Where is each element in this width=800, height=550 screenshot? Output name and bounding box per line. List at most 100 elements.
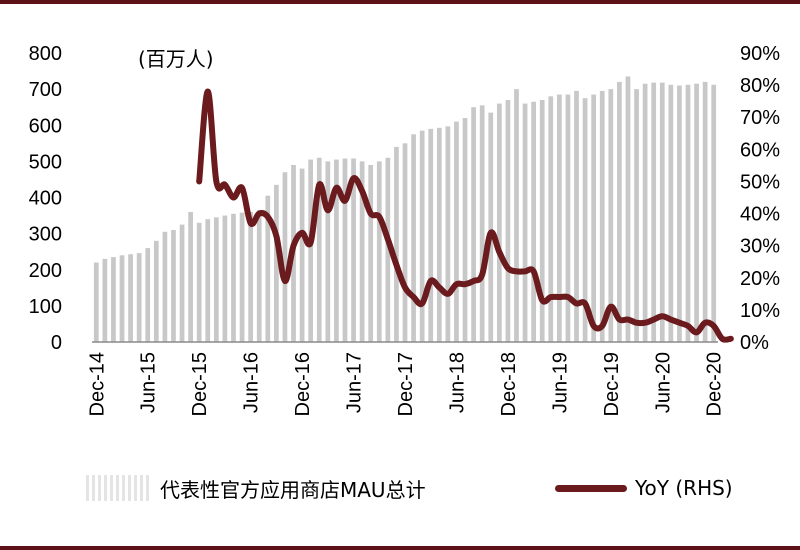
x-tick-label: Dec-17 bbox=[395, 352, 417, 416]
left-tick-label: 500 bbox=[29, 151, 62, 173]
bar-59 bbox=[599, 90, 605, 343]
bar-8 bbox=[162, 231, 168, 342]
right-tick-label: 80% bbox=[740, 75, 780, 97]
left-tick-label: 100 bbox=[29, 296, 62, 318]
bar-29 bbox=[342, 158, 348, 342]
bar-19 bbox=[256, 210, 262, 342]
left-tick-label: 200 bbox=[29, 260, 62, 282]
bar-31 bbox=[359, 161, 365, 343]
bar-9 bbox=[171, 230, 176, 342]
bar-2 bbox=[111, 257, 116, 342]
x-tick-label: Jun-19 bbox=[549, 352, 571, 413]
bar-21 bbox=[274, 184, 279, 342]
right-tick-label: 30% bbox=[740, 236, 780, 258]
bar-16 bbox=[231, 213, 236, 342]
right-tick-label: 0% bbox=[740, 332, 769, 354]
bar-54 bbox=[557, 94, 562, 342]
bar-69 bbox=[685, 84, 691, 342]
bar-65 bbox=[651, 82, 657, 343]
bar-36 bbox=[402, 143, 408, 342]
top-rule bbox=[0, 0, 800, 4]
bar-13 bbox=[205, 219, 211, 342]
bar-18 bbox=[248, 211, 254, 342]
bar-25 bbox=[308, 159, 314, 342]
right-tick-label: 20% bbox=[740, 268, 780, 290]
bar-5 bbox=[136, 253, 142, 342]
x-tick-label: Dec-19 bbox=[601, 352, 623, 416]
bar-26 bbox=[316, 157, 322, 342]
left-tick-label: 300 bbox=[29, 224, 62, 246]
bar-45 bbox=[479, 105, 485, 342]
x-tick-label: Jun-17 bbox=[344, 352, 366, 413]
bar-4 bbox=[128, 254, 133, 342]
bar-22 bbox=[282, 172, 288, 342]
bar-42 bbox=[454, 121, 459, 342]
bar-15 bbox=[222, 215, 228, 342]
bar-7 bbox=[153, 240, 159, 342]
x-tick-label: Dec-18 bbox=[498, 352, 520, 416]
bar-62 bbox=[625, 76, 631, 342]
x-tick-label: Jun-15 bbox=[138, 352, 160, 413]
bar-71 bbox=[702, 81, 708, 343]
bar-37 bbox=[411, 134, 416, 342]
bar-48 bbox=[505, 99, 511, 343]
bar-52 bbox=[539, 99, 545, 343]
legend-bar-swatch bbox=[86, 475, 152, 501]
bar-14 bbox=[213, 217, 219, 342]
bar-41 bbox=[445, 126, 451, 342]
legend-line-swatch bbox=[555, 484, 627, 492]
bottom-rule bbox=[0, 546, 800, 550]
x-tick-label: Dec-15 bbox=[189, 352, 211, 416]
bar-30 bbox=[351, 158, 356, 342]
bar-58 bbox=[591, 94, 597, 342]
bar-57 bbox=[582, 98, 588, 342]
bar-68 bbox=[677, 85, 682, 342]
x-tick-label: Jun-18 bbox=[446, 352, 468, 413]
x-tick-label: Dec-14 bbox=[86, 352, 108, 416]
bar-6 bbox=[145, 248, 151, 342]
bar-38 bbox=[419, 130, 425, 342]
bar-20 bbox=[265, 195, 271, 342]
unit-label: (百万人) bbox=[138, 47, 214, 71]
left-tick-label: 800 bbox=[29, 43, 62, 65]
bar-0 bbox=[93, 262, 99, 342]
x-tick-label: Dec-20 bbox=[704, 352, 726, 416]
bar-66 bbox=[659, 82, 665, 343]
left-tick-label: 0 bbox=[51, 332, 62, 354]
bar-33 bbox=[376, 161, 382, 343]
legend-item-line: YoY (RHS) bbox=[555, 468, 733, 508]
bar-3 bbox=[119, 255, 125, 342]
bar-56 bbox=[574, 90, 579, 343]
bar-72 bbox=[711, 84, 717, 342]
bar-67 bbox=[668, 84, 674, 342]
bar-1 bbox=[102, 258, 108, 342]
bar-11 bbox=[188, 211, 193, 342]
bar-70 bbox=[694, 83, 699, 343]
x-axis-ticks: Dec-14 Jun-15 Dec-15 Jun-16 Dec-16 Jun-17 Dec-… bbox=[86, 352, 725, 416]
bar-49 bbox=[514, 89, 519, 343]
bar-60 bbox=[608, 89, 614, 343]
legend-item-bar: 代表性官方应用商店MAU总计 bbox=[86, 468, 426, 508]
right-tick-label: 10% bbox=[740, 300, 780, 322]
legend-bar-label: 代表性官方应用商店MAU总计 bbox=[160, 477, 426, 502]
bar-35 bbox=[394, 146, 399, 342]
bar-61 bbox=[617, 81, 622, 343]
right-tick-label: 50% bbox=[740, 171, 780, 193]
x-tick-label: Dec-16 bbox=[292, 352, 314, 416]
bar-24 bbox=[299, 168, 305, 342]
bar-27 bbox=[325, 161, 331, 343]
yoy-line bbox=[196, 88, 734, 343]
right-tick-label: 70% bbox=[740, 107, 780, 129]
bar-17 bbox=[239, 212, 245, 342]
bar-43 bbox=[462, 118, 468, 342]
bar-44 bbox=[471, 107, 476, 342]
bar-32 bbox=[368, 164, 374, 342]
bar-50 bbox=[522, 103, 528, 342]
bar-series bbox=[93, 76, 717, 343]
bar-40 bbox=[436, 127, 442, 342]
left-tick-label: 400 bbox=[29, 188, 62, 210]
bar-55 bbox=[565, 94, 571, 342]
left-axis-ticks: 0 100 200 300 400 500 600 700 800 bbox=[29, 43, 62, 354]
bar-53 bbox=[548, 96, 554, 342]
